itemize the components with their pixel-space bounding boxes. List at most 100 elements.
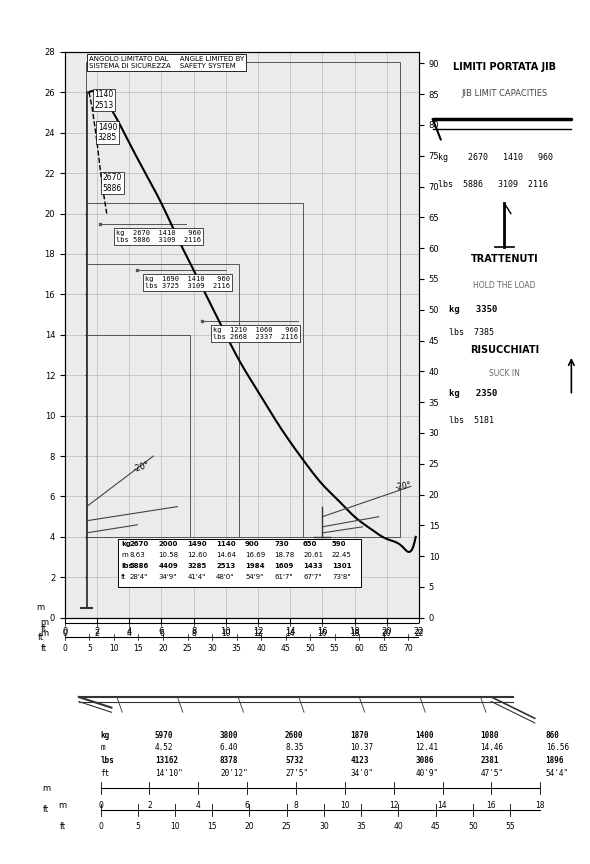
Text: 860: 860 (546, 731, 559, 740)
Text: 8.35: 8.35 (285, 744, 304, 753)
Text: 6.40: 6.40 (220, 744, 238, 753)
Text: 2513: 2513 (216, 563, 235, 569)
Text: 1301: 1301 (332, 563, 352, 569)
Text: 4409: 4409 (158, 563, 178, 569)
Text: 15: 15 (208, 822, 217, 831)
Text: kg   3350: kg 3350 (448, 304, 497, 314)
Text: 15: 15 (134, 644, 143, 652)
Text: 27'5": 27'5" (285, 769, 308, 778)
Text: 30: 30 (207, 644, 217, 652)
Text: 1433: 1433 (303, 563, 323, 569)
Text: 4123: 4123 (350, 757, 369, 766)
Text: 2: 2 (95, 629, 100, 638)
Bar (86, 264, 239, 537)
Text: 5886: 5886 (129, 563, 149, 569)
Text: ft: ft (41, 625, 47, 633)
Text: TRATTENUTI: TRATTENUTI (471, 254, 538, 264)
Text: 8.63: 8.63 (129, 552, 145, 558)
Text: 2381: 2381 (480, 757, 499, 766)
Text: 1140: 1140 (216, 541, 236, 547)
Text: kg: kg (100, 731, 110, 740)
Text: 45: 45 (431, 822, 441, 831)
Text: 2000: 2000 (158, 541, 178, 547)
Text: 18: 18 (536, 801, 545, 810)
Text: 18.78: 18.78 (274, 552, 294, 558)
Text: 12: 12 (253, 629, 263, 638)
Text: 40'9": 40'9" (415, 769, 438, 778)
Text: 16: 16 (317, 629, 327, 638)
Text: 5: 5 (87, 644, 92, 652)
Text: 14: 14 (286, 629, 295, 638)
Text: 1140
2513: 1140 2513 (94, 90, 114, 110)
Text: 35: 35 (356, 822, 366, 831)
Text: 1870: 1870 (350, 731, 369, 740)
Text: 730: 730 (274, 541, 289, 547)
Text: 0: 0 (98, 822, 103, 831)
Text: 0: 0 (63, 644, 67, 652)
Text: lbs  7385: lbs 7385 (448, 328, 494, 337)
Text: m: m (58, 801, 67, 810)
Text: 14: 14 (438, 801, 447, 810)
Text: 5970: 5970 (155, 731, 173, 740)
Text: 20: 20 (382, 629, 392, 638)
Text: 28'4": 28'4" (129, 575, 148, 581)
Text: m: m (42, 784, 50, 793)
Text: 12: 12 (389, 801, 398, 810)
Text: 4: 4 (196, 801, 201, 810)
Text: 25: 25 (183, 644, 192, 652)
Text: ANGOLO LIMITATO DAL     ANGLE LIMITED BY
SISTEMA DI SICUREZZA    SAFETY SYSTEM: ANGOLO LIMITATO DAL ANGLE LIMITED BY SIS… (89, 56, 244, 69)
Text: 73'8": 73'8" (332, 575, 350, 581)
Text: 1984: 1984 (245, 563, 265, 569)
Text: 18: 18 (350, 629, 359, 638)
Text: kg  1690  1410   960
lbs 3725  3109  2116: kg 1690 1410 960 lbs 3725 3109 2116 (145, 276, 230, 289)
Text: 12.41: 12.41 (415, 744, 438, 753)
Text: kg  2670  1410   960
lbs 5886  3109  2116: kg 2670 1410 960 lbs 5886 3109 2116 (116, 230, 201, 243)
Text: 900: 900 (245, 541, 260, 547)
Text: 48'0": 48'0" (216, 575, 235, 581)
Text: 14.64: 14.64 (216, 552, 236, 558)
Text: 50: 50 (305, 644, 315, 652)
Text: 5: 5 (135, 822, 140, 831)
Text: 8378: 8378 (220, 757, 238, 766)
Text: ft: ft (41, 644, 47, 652)
Text: 30: 30 (319, 822, 329, 831)
Text: m: m (37, 603, 45, 613)
Text: 13162: 13162 (155, 757, 178, 766)
Text: 2670
5886: 2670 5886 (103, 173, 122, 193)
Text: kg    2670   1410   960: kg 2670 1410 960 (438, 153, 553, 162)
Text: 12.60: 12.60 (187, 552, 207, 558)
Text: -20°: -20° (133, 461, 150, 474)
Text: 1080: 1080 (480, 731, 499, 740)
Text: 1896: 1896 (546, 757, 564, 766)
Text: 20'12": 20'12" (220, 769, 248, 778)
Text: ft: ft (38, 633, 44, 643)
Text: 590: 590 (332, 541, 346, 547)
Text: m: m (100, 744, 105, 753)
Text: 54'9": 54'9" (245, 575, 263, 581)
Bar (86, 203, 303, 537)
Text: 6: 6 (159, 629, 164, 638)
Text: 1609: 1609 (274, 563, 293, 569)
Text: lbs: lbs (100, 757, 114, 766)
Text: LIMITI PORTATA JIB: LIMITI PORTATA JIB (453, 62, 556, 72)
Text: kg: kg (121, 541, 131, 547)
Text: -20°: -20° (395, 481, 412, 492)
Text: 1490
3285: 1490 3285 (98, 123, 117, 142)
Text: 16.56: 16.56 (546, 744, 569, 753)
Text: 41'4": 41'4" (187, 575, 205, 581)
Text: 54'4": 54'4" (546, 769, 569, 778)
Text: 4: 4 (127, 629, 132, 638)
Text: 67'7": 67'7" (303, 575, 322, 581)
Bar (86, 62, 399, 537)
Text: JIB LIMIT CAPACITIES: JIB LIMIT CAPACITIES (461, 89, 548, 98)
Text: 0: 0 (98, 801, 103, 810)
Text: 40: 40 (394, 822, 403, 831)
Text: 60: 60 (355, 644, 364, 652)
Text: lbs: lbs (121, 563, 133, 569)
Text: 2: 2 (147, 801, 152, 810)
Text: 55: 55 (505, 822, 515, 831)
Text: 25: 25 (282, 822, 291, 831)
Text: 10: 10 (221, 629, 231, 638)
Text: 40: 40 (256, 644, 266, 652)
Text: ft: ft (60, 822, 65, 831)
